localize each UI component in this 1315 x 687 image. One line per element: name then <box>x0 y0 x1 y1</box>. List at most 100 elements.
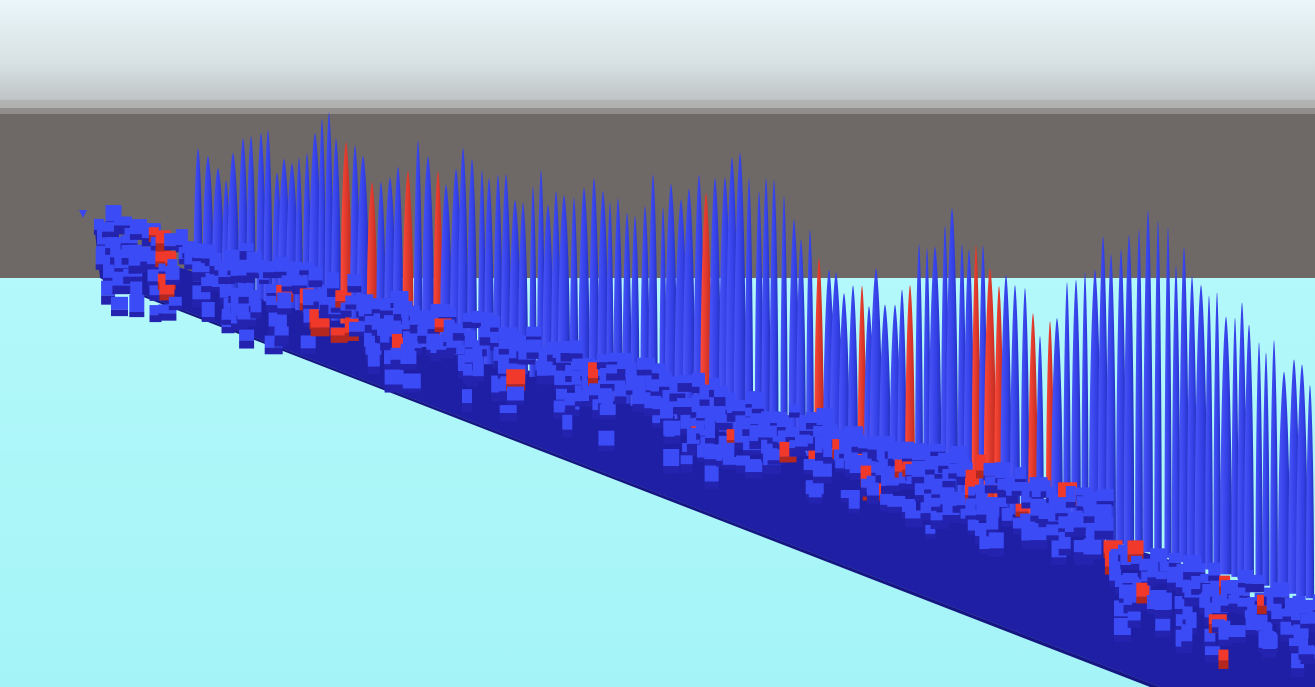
voxel-side <box>300 348 316 354</box>
blue-spike <box>754 191 764 442</box>
blue-voxel <box>168 296 182 306</box>
blue-voxel <box>384 315 394 331</box>
blue-voxel <box>401 315 412 330</box>
voxel-side <box>905 518 924 528</box>
blue-voxel <box>1141 571 1153 582</box>
blue-voxel <box>975 484 986 494</box>
voxel-side <box>1094 530 1114 540</box>
voxel-side <box>277 308 292 315</box>
blue-spike <box>1036 335 1044 522</box>
blue-voxel <box>767 451 786 461</box>
blue-spike <box>709 178 721 429</box>
voxel-side <box>948 473 961 479</box>
voxel-side <box>526 336 542 341</box>
voxel-side <box>887 506 906 513</box>
voxel-side <box>1048 521 1068 527</box>
voxel-side <box>1155 579 1167 584</box>
blue-voxel <box>692 372 705 387</box>
blue-voxel <box>1150 590 1167 598</box>
voxel-side <box>1280 634 1297 642</box>
blue-voxel <box>1109 551 1120 567</box>
blue-voxel <box>677 398 695 407</box>
voxel-side <box>201 286 213 293</box>
voxel-side <box>789 448 806 457</box>
blue-voxel <box>1075 487 1092 496</box>
blue-voxel <box>1094 504 1112 520</box>
blue-voxel <box>1040 480 1051 492</box>
blue-voxel <box>499 405 517 414</box>
blue-voxel <box>898 472 911 484</box>
voxel-side <box>1220 605 1239 613</box>
blue-spike <box>1164 227 1172 558</box>
voxel-side <box>906 484 921 490</box>
blue-spike <box>664 183 678 417</box>
voxel-side <box>680 428 691 435</box>
voxel-side <box>201 317 215 322</box>
blue-voxel <box>948 463 961 474</box>
blue-voxel <box>1082 492 1098 508</box>
blue-voxel <box>556 388 567 400</box>
voxel-side <box>767 460 786 465</box>
blue-voxel <box>968 486 979 496</box>
blue-spike <box>542 204 554 382</box>
blue-voxel <box>776 415 793 428</box>
blue-spike <box>682 188 696 422</box>
voxel-side <box>129 234 147 240</box>
blue-voxel <box>443 319 455 334</box>
blue-voxel <box>1237 597 1257 607</box>
voxel-side <box>898 483 911 490</box>
voxel-side <box>715 422 733 431</box>
blue-spike <box>1262 352 1270 586</box>
blue-voxel <box>731 400 749 412</box>
blue-voxel <box>349 321 368 332</box>
red-spike <box>700 193 712 427</box>
blue-spike <box>1296 364 1308 596</box>
blue-voxel <box>472 346 483 363</box>
voxel-side <box>462 321 479 329</box>
voxel-side <box>1245 583 1265 593</box>
blue-voxel <box>1263 587 1276 597</box>
blue-spike <box>1063 282 1071 530</box>
red-voxel <box>330 327 348 336</box>
voxel-side <box>508 358 519 364</box>
voxel-side <box>1123 604 1139 614</box>
blue-voxel <box>625 374 645 391</box>
voxel-side <box>743 450 762 455</box>
red-voxel <box>965 469 976 486</box>
voxel-side <box>734 442 750 450</box>
voxel-side <box>218 277 236 285</box>
blue-voxel <box>925 459 940 470</box>
blue-voxel <box>569 340 583 354</box>
blue-voxel <box>669 384 686 394</box>
blue-spike <box>1255 342 1263 584</box>
blue-voxel <box>1289 638 1308 647</box>
blue-voxel <box>438 308 457 318</box>
blue-voxel <box>986 512 999 530</box>
blue-voxel <box>1073 510 1086 528</box>
blue-voxel <box>130 281 143 297</box>
blue-spike <box>1071 279 1081 532</box>
blue-voxel <box>286 261 302 278</box>
voxel-side <box>1154 610 1170 619</box>
voxel-side <box>608 361 624 367</box>
blue-voxel <box>1312 594 1315 611</box>
voxel-side <box>795 446 810 451</box>
voxel-side <box>714 397 728 406</box>
blue-voxel <box>677 375 693 384</box>
red-voxel <box>309 309 320 323</box>
voxel-side <box>663 466 680 474</box>
blue-voxel <box>920 502 937 514</box>
voxel-side <box>704 481 719 489</box>
blue-voxel <box>950 446 968 463</box>
voxel-side <box>930 520 949 529</box>
voxel-side <box>380 310 393 319</box>
voxel-side <box>274 271 290 278</box>
voxel-side <box>263 272 277 279</box>
blue-spike <box>897 289 907 482</box>
blue-voxel <box>671 376 682 387</box>
blue-voxel <box>1155 571 1167 580</box>
voxel-side <box>507 400 524 405</box>
horizon-haze <box>0 100 1315 114</box>
